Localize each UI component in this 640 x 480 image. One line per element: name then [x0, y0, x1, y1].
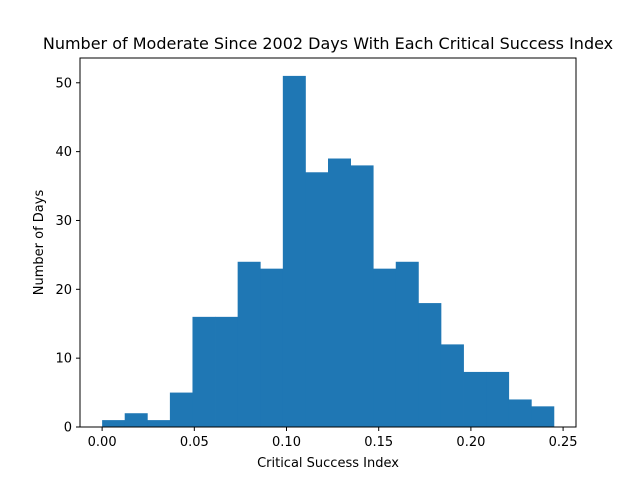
- plot-frame: [79, 57, 577, 428]
- histogram-bar: [531, 406, 555, 427]
- y-axis: 0 10 20 30 40 50: [55, 76, 80, 436]
- histogram-bar: [192, 316, 216, 427]
- x-tick-label: 0.05: [180, 435, 209, 450]
- histogram-bar: [418, 303, 442, 427]
- y-tick-label: 40: [55, 145, 72, 160]
- histogram-bar: [395, 261, 419, 427]
- histogram-bar: [260, 268, 284, 427]
- y-tick-label: 10: [55, 352, 72, 367]
- histogram-bar: [169, 392, 193, 427]
- histogram-bar: [305, 172, 329, 427]
- histogram-bar: [215, 316, 239, 427]
- histogram-bar: [147, 420, 171, 427]
- histogram-bar: [486, 371, 510, 427]
- x-tick-label: 0.20: [456, 435, 485, 450]
- histogram-bar: [328, 158, 351, 427]
- histogram-bar: [508, 399, 532, 427]
- y-axis-label: Number of Days: [32, 190, 47, 296]
- histogram-bar: [350, 165, 374, 428]
- x-axis: 0.00 0.05 0.10 0.15 0.20 0.25: [88, 427, 578, 450]
- histogram-bar: [102, 420, 126, 427]
- y-tick-label: 0: [64, 421, 72, 436]
- histogram-bar: [373, 268, 397, 427]
- histogram-bar: [440, 344, 464, 427]
- histogram-bar: [282, 75, 306, 427]
- y-tick-label: 50: [55, 76, 72, 91]
- y-tick-label: 30: [55, 214, 72, 229]
- histogram-bar: [124, 413, 148, 427]
- x-tick-label: 0.15: [364, 435, 393, 450]
- x-tick-label: 0.25: [549, 435, 578, 450]
- x-tick-label: 0.10: [272, 435, 301, 450]
- histogram-bar: [463, 371, 487, 427]
- x-tick-label: 0.00: [88, 435, 117, 450]
- x-axis-label: Critical Success Index: [257, 456, 399, 471]
- chart-title: Number of Moderate Since 2002 Days With …: [43, 34, 613, 53]
- histogram-bar: [237, 261, 261, 427]
- bars-group: [102, 75, 555, 428]
- y-tick-label: 20: [55, 283, 72, 298]
